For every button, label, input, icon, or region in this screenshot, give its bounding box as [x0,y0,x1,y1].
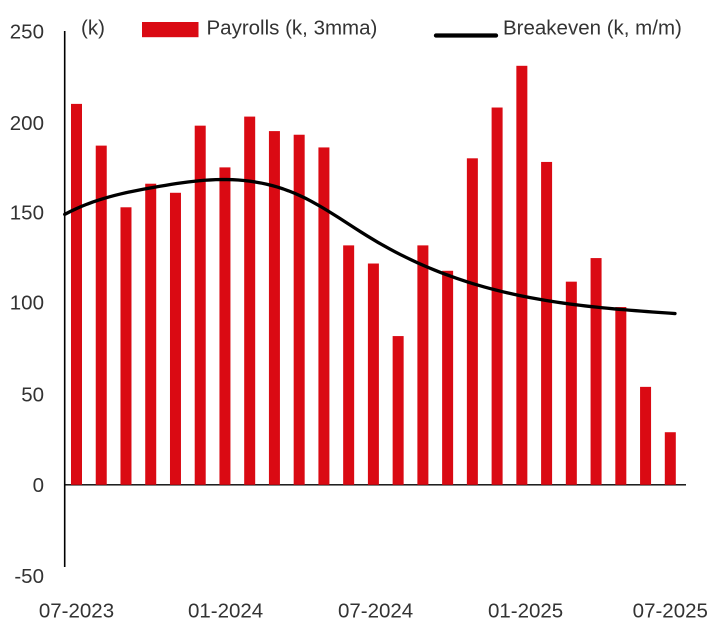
svg-text:Breakeven (k, m/m): Breakeven (k, m/m) [503,17,682,40]
svg-text:07-2025: 07-2025 [633,600,708,623]
svg-text:07-2024: 07-2024 [338,600,413,623]
svg-text:200: 200 [10,112,44,135]
svg-text:Payrolls (k, 3mma): Payrolls (k, 3mma) [207,17,378,40]
svg-text:01-2025: 01-2025 [488,600,563,623]
svg-text:(k): (k) [81,17,105,40]
svg-text:07-2023: 07-2023 [39,600,114,623]
svg-text:100: 100 [10,292,44,315]
svg-text:-50: -50 [14,565,44,588]
svg-text:50: 50 [21,384,44,407]
svg-text:250: 250 [10,21,44,44]
svg-text:01-2024: 01-2024 [188,600,263,623]
svg-text:150: 150 [10,202,44,225]
svg-text:0: 0 [33,474,44,497]
